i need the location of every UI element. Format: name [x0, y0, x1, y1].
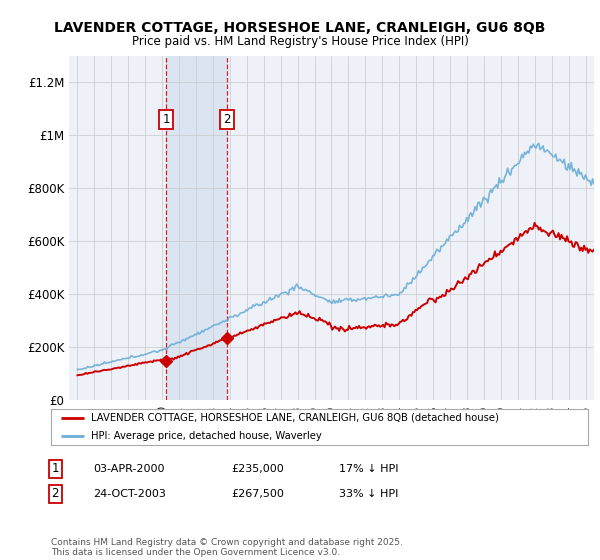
Text: 2: 2: [223, 113, 230, 126]
Text: HPI: Average price, detached house, Waverley: HPI: Average price, detached house, Wave…: [91, 431, 322, 441]
Text: £267,500: £267,500: [231, 489, 284, 499]
Text: 1: 1: [52, 462, 59, 475]
Text: LAVENDER COTTAGE, HORSESHOE LANE, CRANLEIGH, GU6 8QB: LAVENDER COTTAGE, HORSESHOE LANE, CRANLE…: [55, 21, 545, 35]
Text: £235,000: £235,000: [231, 464, 284, 474]
Text: 17% ↓ HPI: 17% ↓ HPI: [339, 464, 398, 474]
Text: 1: 1: [163, 113, 170, 126]
Text: 2: 2: [52, 487, 59, 501]
Bar: [166, 56, 227, 400]
Text: 24-OCT-2003: 24-OCT-2003: [93, 489, 166, 499]
Text: 33% ↓ HPI: 33% ↓ HPI: [339, 489, 398, 499]
Text: 03-APR-2000: 03-APR-2000: [93, 464, 164, 474]
Text: Price paid vs. HM Land Registry's House Price Index (HPI): Price paid vs. HM Land Registry's House …: [131, 35, 469, 48]
Text: LAVENDER COTTAGE, HORSESHOE LANE, CRANLEIGH, GU6 8QB (detached house): LAVENDER COTTAGE, HORSESHOE LANE, CRANLE…: [91, 413, 499, 423]
Text: Contains HM Land Registry data © Crown copyright and database right 2025.
This d: Contains HM Land Registry data © Crown c…: [51, 538, 403, 557]
